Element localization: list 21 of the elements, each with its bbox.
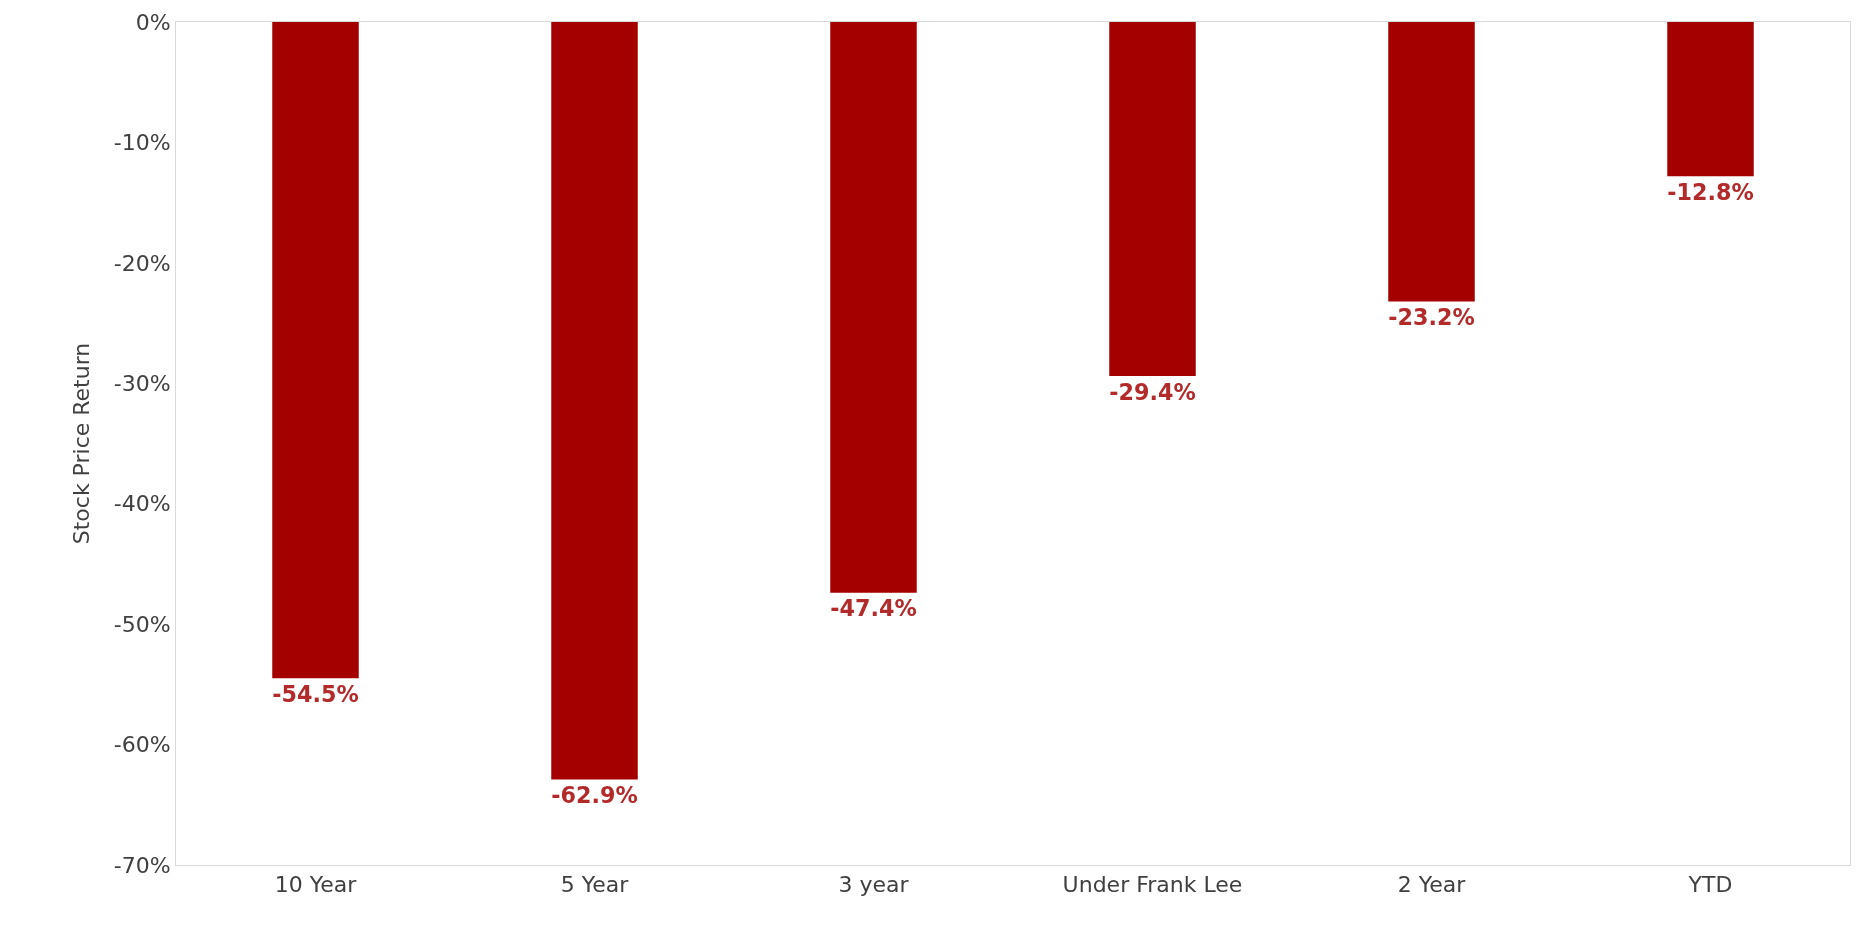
x-tick-label: 10 Year xyxy=(274,872,358,898)
x-tick-label: 2 Year xyxy=(1397,872,1467,898)
y-tick-label: -30% xyxy=(113,370,171,396)
y-tick-label: -40% xyxy=(113,491,171,517)
y-tick-label: -60% xyxy=(113,732,171,758)
data-label: -54.5% xyxy=(272,680,359,707)
y-axis-title: Stock Price Return xyxy=(68,342,94,545)
x-tick-label: Under Frank Lee xyxy=(1062,872,1243,898)
data-label: -47.4% xyxy=(830,595,917,622)
x-tick-label: 5 Year xyxy=(560,872,630,898)
data-label: -23.2% xyxy=(1388,303,1475,330)
y-tick-label: -10% xyxy=(113,130,171,156)
y-tick-label: -50% xyxy=(113,611,171,637)
data-label: -29.4% xyxy=(1109,378,1196,405)
y-tick-label: -70% xyxy=(113,852,171,878)
y-tick-label: -20% xyxy=(113,250,171,276)
x-tick-label: 3 year xyxy=(838,872,910,898)
data-label: -62.9% xyxy=(551,781,638,808)
data-label: -12.8% xyxy=(1667,178,1754,205)
y-tick-label: 0% xyxy=(135,9,171,35)
x-tick-label: YTD xyxy=(1687,872,1733,898)
